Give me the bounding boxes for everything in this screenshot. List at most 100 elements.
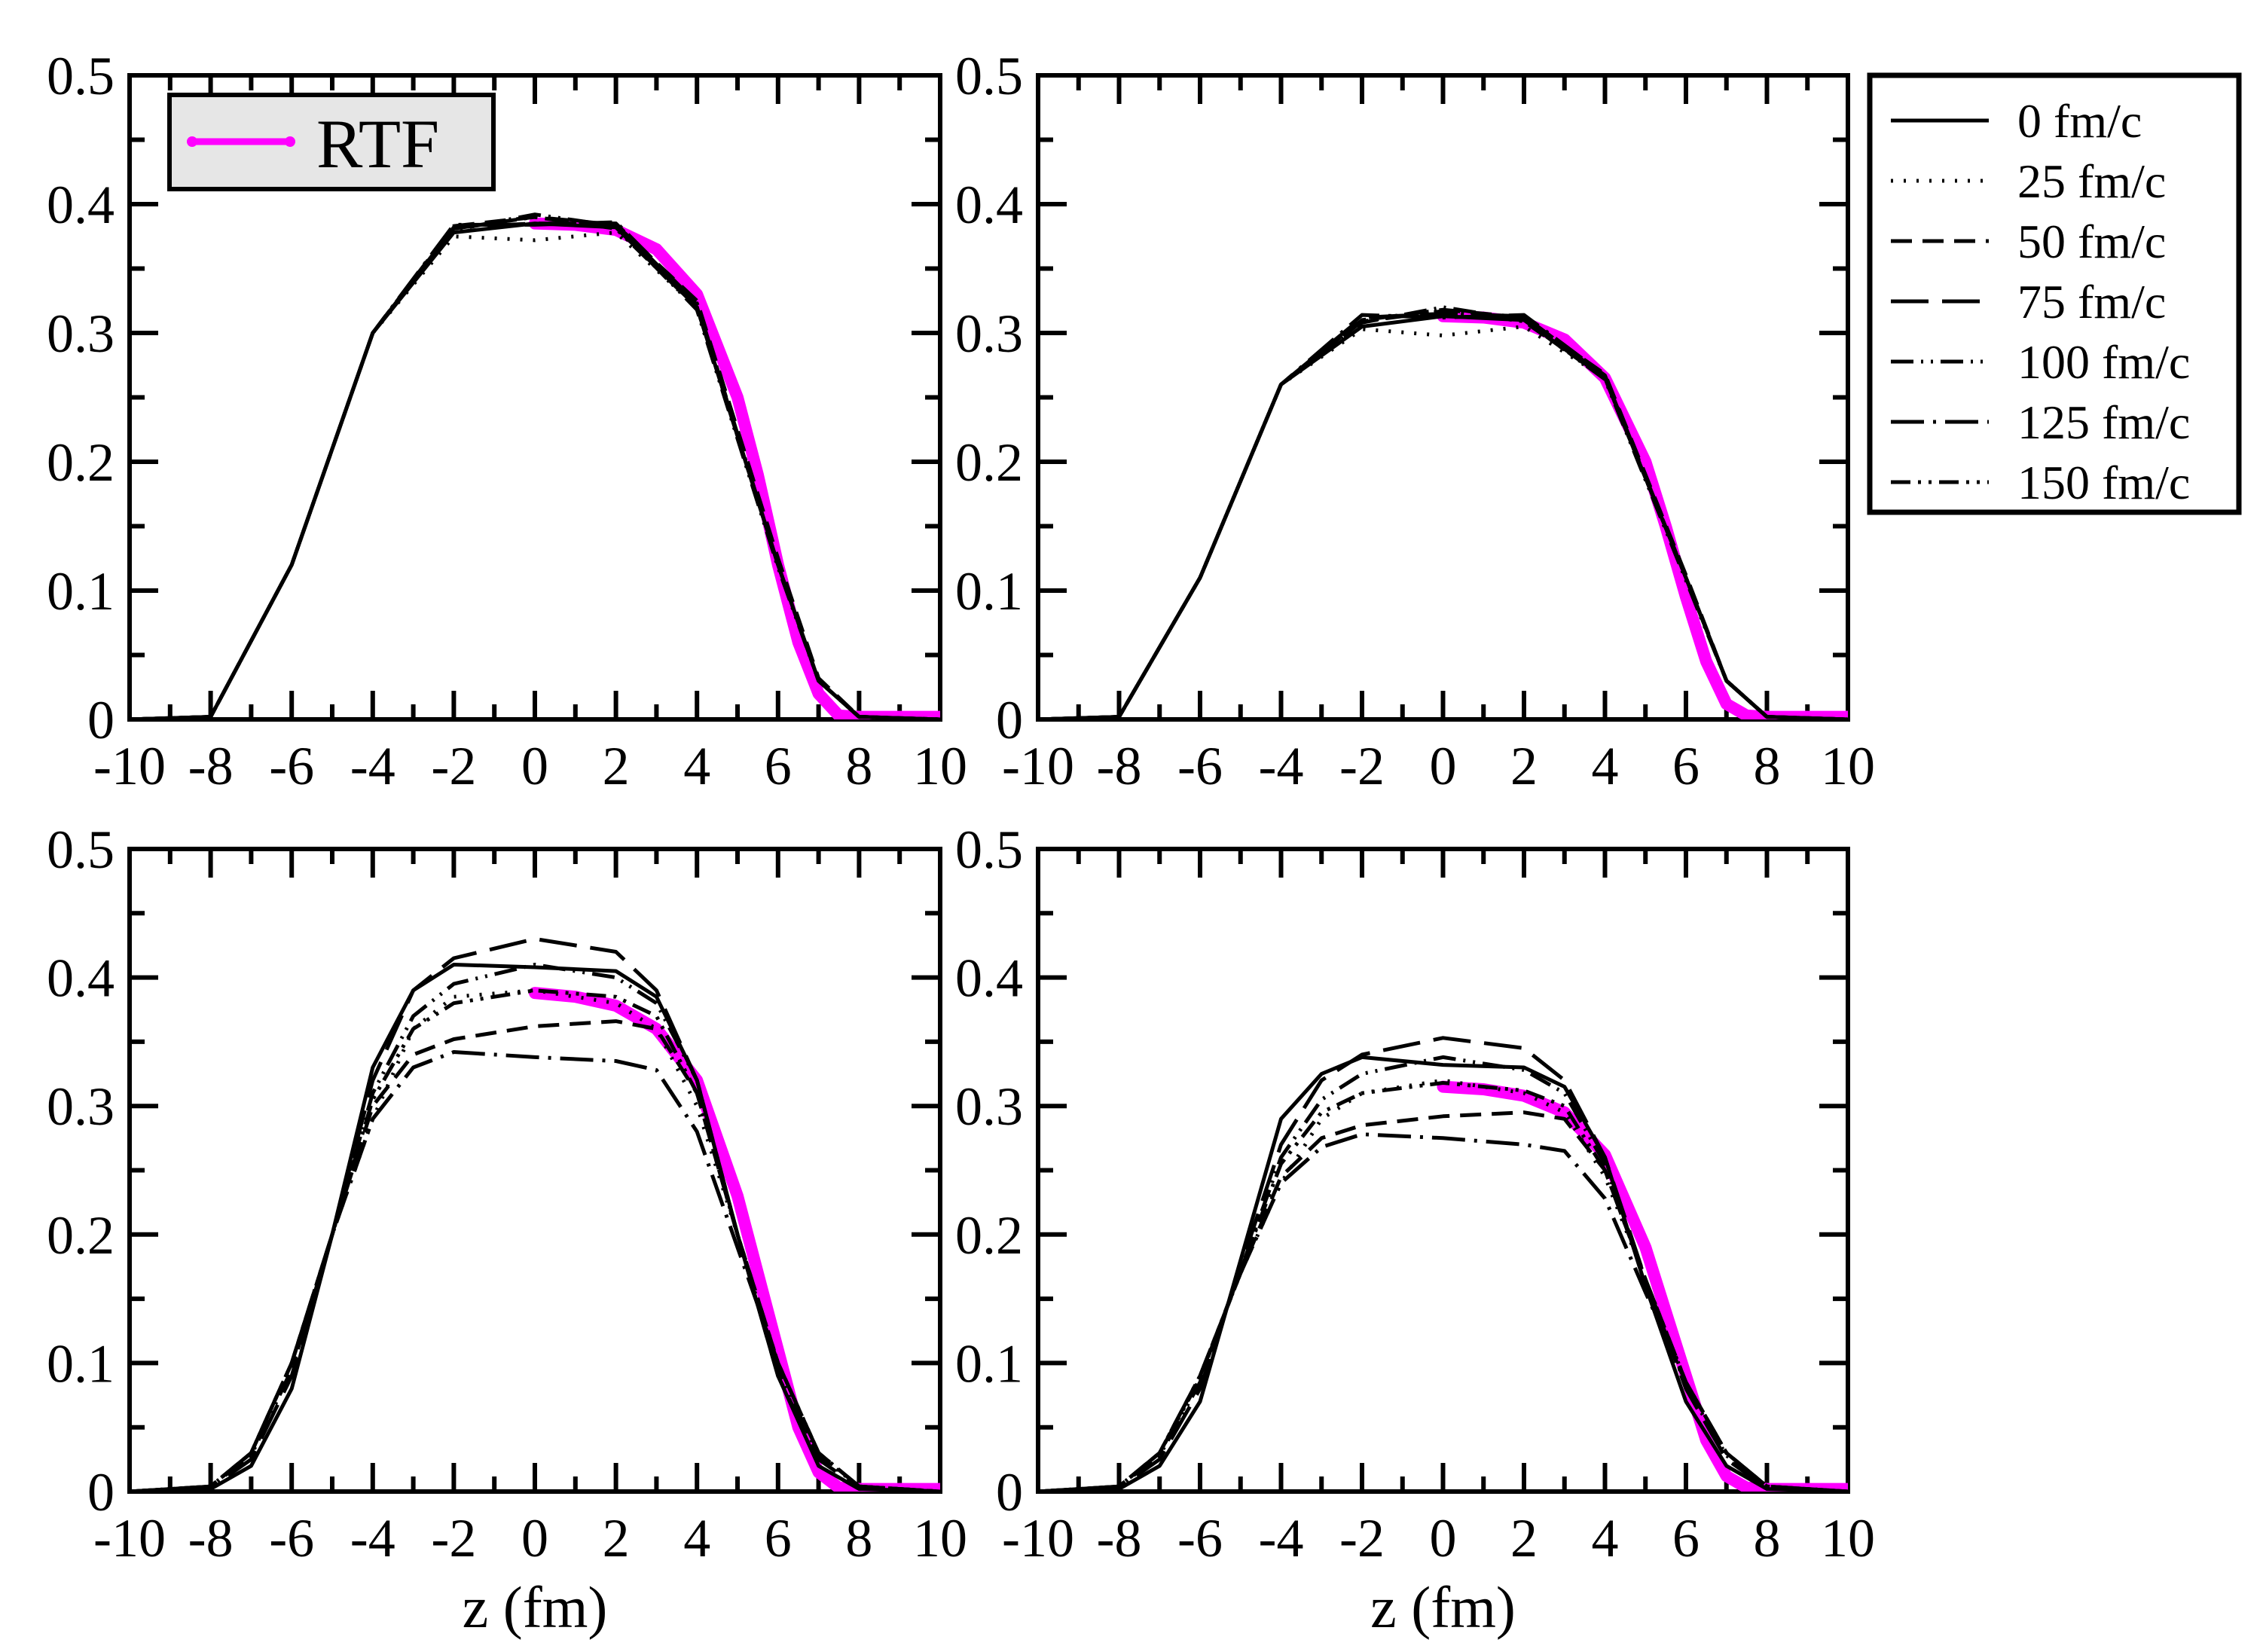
x-tick-label: -2: [1339, 736, 1385, 796]
density-curve-0-fmc: [1038, 1055, 1848, 1492]
y-tick-label: 0.1: [955, 1333, 1023, 1394]
x-tick-label: -8: [188, 1508, 234, 1568]
legend-label: 150 fm/c: [2017, 456, 2190, 509]
x-tick-label: -2: [1339, 1508, 1385, 1568]
y-tick-label: 0: [87, 1462, 115, 1522]
density-curve-150-fmc: [130, 988, 940, 1492]
time-legend-box: [1867, 72, 2242, 515]
y-tick-label: 0.5: [955, 46, 1023, 106]
x-tick-label: 8: [1754, 736, 1781, 796]
y-tick-label: 0.2: [955, 1205, 1023, 1266]
y-tick-label: 0.2: [47, 432, 115, 493]
y-tick-label: 0.4: [955, 948, 1023, 1009]
x-tick-label: -6: [1177, 1508, 1223, 1568]
x-tick-label: -10: [1002, 736, 1074, 796]
curves: [130, 936, 940, 1492]
y-tick-label: 0.1: [955, 561, 1023, 621]
x-tick-label: -6: [269, 736, 314, 796]
y-tick-label: 0.5: [47, 820, 115, 880]
x-tick-label: 10: [913, 736, 967, 796]
x-tick-label: 6: [1672, 736, 1700, 796]
y-tick-label: 0.3: [47, 304, 115, 364]
x-tick-label: -6: [269, 1508, 314, 1568]
legend-label: 100 fm/c: [2017, 335, 2190, 389]
curves: [1038, 305, 1848, 719]
legend-label: 125 fm/c: [2017, 395, 2190, 449]
rtf-legend-label: RTF: [316, 105, 439, 182]
x-tick-label: 6: [765, 1508, 792, 1568]
y-tick-label: 0: [996, 690, 1023, 750]
density-curve-150-fmc: [1038, 1081, 1848, 1492]
x-tick-label: -10: [93, 736, 166, 796]
density-curve-150-fmc: [1038, 309, 1848, 719]
x-tick-label: -8: [188, 736, 234, 796]
x-tick-label: 4: [1592, 736, 1619, 796]
x-tick-label: -4: [350, 1508, 395, 1568]
y-tick-label: 0.2: [955, 432, 1023, 493]
x-tick-label: 8: [1754, 1508, 1781, 1568]
x-tick-label: 0: [521, 1508, 548, 1568]
x-tick-label: -4: [1259, 1508, 1304, 1568]
x-axis-label: z (fm): [1370, 1574, 1516, 1640]
legend-label: 0 fm/c: [2017, 94, 2142, 148]
x-axis-label: z (fm): [463, 1574, 608, 1640]
time-legend: 0 fm/c 25 fm/c 50 fm/c 75 fm/c 100 fm/c 125 f…: [1867, 72, 2242, 515]
x-tick-label: -4: [350, 736, 395, 796]
legend-label: 50 fm/c: [2017, 215, 2166, 268]
x-tick-label: -8: [1097, 1508, 1142, 1568]
y-tick-label: 0.1: [47, 561, 115, 621]
x-tick-label: 6: [765, 736, 792, 796]
x-tick-label: 2: [1510, 736, 1538, 796]
x-tick-label: -10: [1002, 1508, 1074, 1568]
density-curve-125-fmc: [1038, 1132, 1848, 1492]
y-tick-label: 0.2: [47, 1205, 115, 1266]
rtf-legend: RTF: [167, 93, 496, 191]
density-curve-75-fmc: [130, 936, 940, 1492]
x-tick-label: 0: [1430, 736, 1457, 796]
density-curve-125-fmc: [130, 1050, 940, 1492]
curves: [1038, 1036, 1848, 1492]
density-curve-150-fmc: [130, 215, 940, 719]
rtf-curve: [1437, 1080, 1848, 1492]
x-tick-label: 4: [683, 1508, 710, 1568]
x-tick-label: -2: [431, 1508, 476, 1568]
x-tick-label: 4: [1592, 1508, 1619, 1568]
y-tick-label: 0.4: [955, 175, 1023, 235]
x-tick-label: 4: [683, 736, 710, 796]
density-curve-100-fmc: [1038, 1055, 1848, 1492]
x-tick-label: 10: [1821, 736, 1875, 796]
y-tick-label: 0.3: [47, 1076, 115, 1137]
x-tick-label: 10: [1821, 1508, 1875, 1568]
x-tick-label: -6: [1177, 736, 1223, 796]
density-curve-75-fmc: [1038, 1036, 1848, 1492]
y-tick-label: 0: [87, 690, 115, 750]
y-tick-label: 0.1: [47, 1333, 115, 1394]
y-tick-label: 0.4: [47, 175, 115, 235]
x-tick-label: 8: [845, 736, 872, 796]
y-tick-label: 0.3: [955, 304, 1023, 364]
x-tick-label: 2: [1510, 1508, 1538, 1568]
legend-label: 75 fm/c: [2017, 275, 2166, 328]
y-tick-label: 0.5: [955, 820, 1023, 880]
legend-label: 25 fm/c: [2017, 154, 2166, 208]
y-tick-label: 0.5: [47, 46, 115, 106]
y-tick-label: 0: [996, 1462, 1023, 1522]
x-tick-label: -8: [1097, 736, 1142, 796]
x-tick-label: -2: [431, 736, 476, 796]
curves: [130, 212, 940, 719]
y-tick-label: 0.4: [47, 948, 115, 1009]
y-tick-label: 0.3: [955, 1076, 1023, 1137]
rtf-curve: [529, 987, 940, 1492]
x-tick-label: 8: [845, 1508, 872, 1568]
rtf-legend-marker-right: [285, 136, 295, 147]
rtf-legend-marker-left: [187, 136, 197, 147]
x-tick-label: 10: [913, 1508, 967, 1568]
x-tick-label: 2: [603, 1508, 630, 1568]
x-tick-label: 0: [521, 736, 548, 796]
x-tick-label: -10: [93, 1508, 166, 1568]
